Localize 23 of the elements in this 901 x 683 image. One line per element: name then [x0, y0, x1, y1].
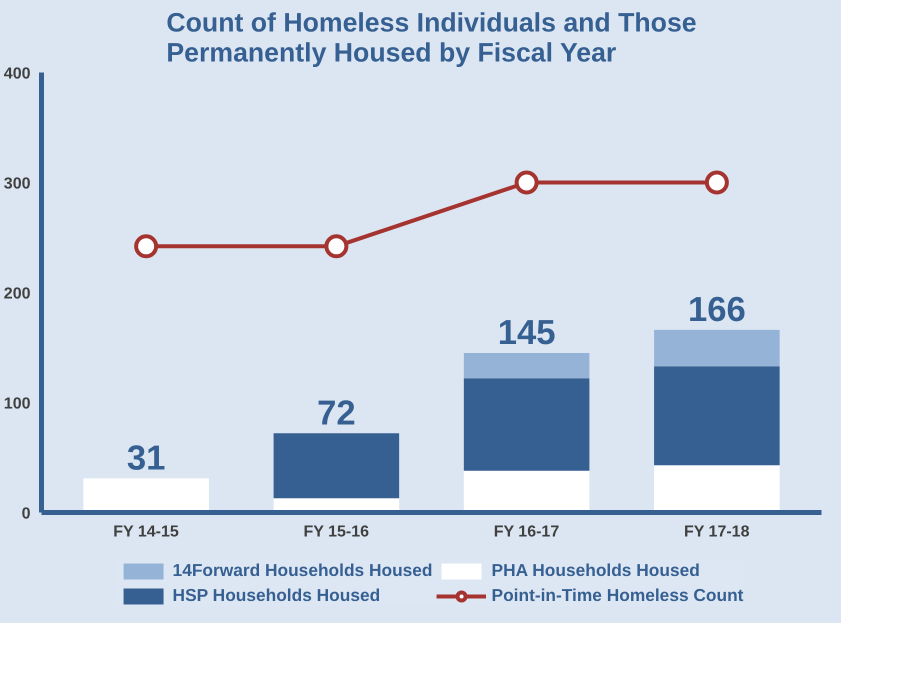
y-tick-label: 200	[4, 286, 31, 302]
x-tick-label: FY 17-18	[684, 524, 750, 540]
y-tick-label: 100	[4, 396, 31, 412]
y-tick-label: 300	[4, 176, 31, 192]
x-tick-label: FY 15-16	[303, 524, 370, 540]
bar	[274, 433, 400, 498]
bar	[464, 378, 590, 471]
x-tick-label: FY 16-17	[494, 524, 560, 540]
y-tick-label: 400	[4, 66, 31, 82]
legend-label: 14Forward Households Housed	[172, 560, 433, 581]
total-label: 145	[498, 314, 556, 352]
bar	[654, 330, 780, 366]
legend-label: Point-in-Time Homeless Count	[492, 585, 744, 606]
legend-label: HSP Households Housed	[172, 585, 380, 606]
total-label: 166	[688, 291, 746, 330]
total-label: 72	[317, 394, 356, 432]
bar	[654, 366, 780, 466]
chart-title: Count of Homeless Individuals and Those Permanently Housed by Fiscal Year	[166, 8, 697, 68]
bar	[464, 353, 590, 378]
legend-label: PHA Households Housed	[492, 560, 700, 581]
total-label: 31	[126, 440, 166, 478]
y-tick-label: 0	[22, 506, 31, 522]
x-tick-label: FY 14-15	[113, 524, 179, 540]
